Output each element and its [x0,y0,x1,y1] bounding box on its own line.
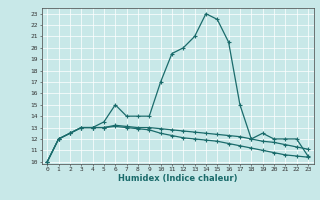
X-axis label: Humidex (Indice chaleur): Humidex (Indice chaleur) [118,174,237,183]
